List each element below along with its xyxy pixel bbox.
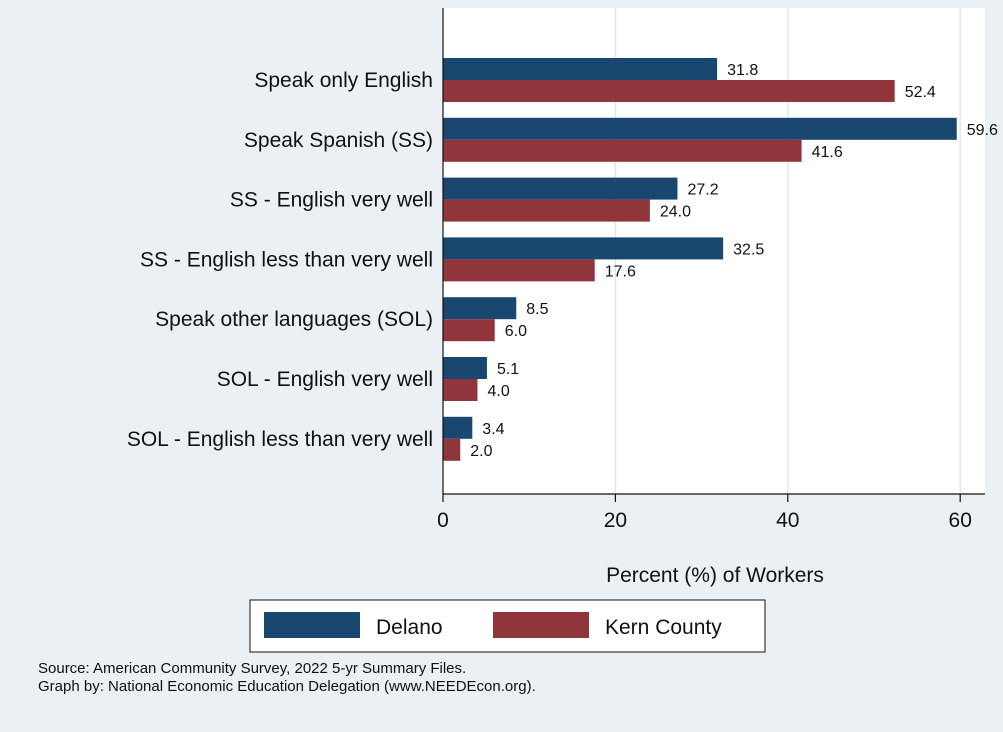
value-label-delano-sol-english-less-than-very-well: 3.4: [482, 421, 504, 438]
bar-delano-ss-english-less-than-very-well: [443, 237, 724, 260]
category-label-sol-english-very-well: SOL - English very well: [217, 368, 433, 391]
x-tick-label-0: 0: [437, 509, 449, 532]
bar-delano-ss-english-very-well: [443, 177, 678, 200]
category-labels: Speak only English Speak Spanish (SS) SS -…: [127, 69, 433, 451]
source-note: Source: American Community Survey, 2022 …: [38, 660, 467, 677]
value-label-delano-ss-english-less-than-very-well: 32.5: [733, 241, 764, 258]
bar-delano-speak-only-english: [443, 58, 718, 80]
bar-kern-county-speak-spanish-ss: [443, 139, 802, 162]
x-axis-title: Percent (%) of Workers: [606, 564, 824, 587]
value-label-delano-ss-english-very-well: 27.2: [687, 182, 718, 199]
value-label-delano-speak-spanish-ss: 59.6: [967, 122, 998, 139]
bar-kern-county-ss-english-very-well: [443, 199, 650, 222]
category-label-sol-english-less-than-very-well: SOL - English less than very well: [127, 428, 433, 451]
value-label-kern-county-sol-english-very-well: 4.0: [487, 383, 509, 400]
value-label-kern-county-ss-english-less-than-very-well: 17.6: [605, 263, 636, 280]
bar-delano-sol-english-very-well: [443, 357, 487, 379]
value-label-delano-speak-only-english: 31.8: [727, 62, 758, 79]
bars: [443, 58, 957, 461]
bar-kern-county-ss-english-less-than-very-well: [443, 259, 595, 282]
bar-delano-sol-english-less-than-very-well: [443, 416, 473, 439]
category-label-ss-english-less-than-very-well: SS - English less than very well: [140, 248, 433, 271]
value-label-kern-county-speak-other-languages-sol: 6.0: [505, 323, 527, 340]
x-tick-label-20: 20: [604, 509, 627, 532]
chart-notes: Source: American Community Survey, 2022 …: [38, 660, 536, 696]
bar-kern-county-sol-english-very-well: [443, 379, 478, 401]
value-label-kern-county-speak-spanish-ss: 41.6: [812, 144, 843, 161]
bar-kern-county-speak-only-english: [443, 80, 895, 102]
x-tick-label-60: 60: [949, 509, 972, 532]
bar-kern-county-speak-other-languages-sol: [443, 319, 495, 342]
x-tick-label-40: 40: [776, 509, 799, 532]
legend-swatch-delano: [264, 612, 360, 638]
legend-label-kern-county: Kern County: [605, 616, 722, 639]
value-label-kern-county-speak-only-english: 52.4: [905, 84, 936, 101]
value-label-kern-county-ss-english-very-well: 24.0: [660, 204, 691, 221]
legend-swatch-kern-county: [493, 612, 589, 638]
value-label-delano-speak-other-languages-sol: 8.5: [526, 301, 548, 318]
value-labels: 31.8 52.4 59.6 41.6 27.2 24.0 32.5 17.6 8.5 6.0 5.…: [470, 62, 998, 460]
bar-delano-speak-other-languages-sol: [443, 297, 517, 320]
legend-label-delano: Delano: [376, 616, 443, 639]
x-ticks: 0 20 40 60: [437, 494, 972, 532]
credit-note: Graph by: National Economic Education De…: [38, 678, 536, 695]
category-label-speak-other-languages-sol: Speak other languages (SOL): [155, 308, 433, 331]
legend: Delano Kern County: [249, 599, 766, 653]
category-label-speak-only-english: Speak only English: [254, 69, 433, 92]
value-label-delano-sol-english-very-well: 5.1: [497, 361, 519, 378]
bar-kern-county-sol-english-less-than-very-well: [443, 438, 461, 461]
category-label-ss-english-very-well: SS - English very well: [230, 189, 433, 212]
category-label-speak-spanish-ss: Speak Spanish (SS): [244, 129, 433, 152]
value-label-kern-county-sol-english-less-than-very-well: 2.0: [470, 443, 492, 460]
bar-delano-speak-spanish-ss: [443, 117, 957, 140]
